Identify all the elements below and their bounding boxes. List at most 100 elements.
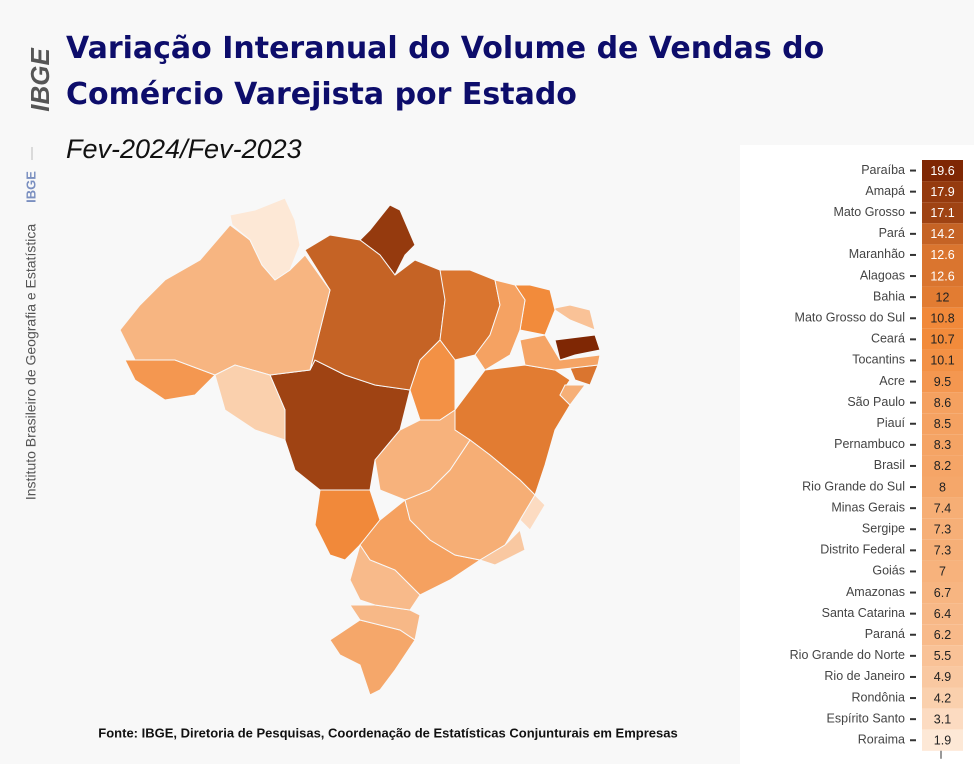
cell bbox=[922, 708, 963, 730]
state bbox=[519, 334, 601, 371]
row-label: Bahia bbox=[873, 289, 905, 303]
cell-value: 5.5 bbox=[934, 649, 951, 663]
state bbox=[554, 304, 596, 331]
cell bbox=[922, 645, 963, 667]
cell-value: 6.2 bbox=[934, 628, 951, 642]
row-label: Goiás bbox=[872, 564, 905, 578]
row-label: Rio de Janeiro bbox=[824, 669, 905, 683]
row-label: Minas Gerais bbox=[831, 500, 905, 514]
state bbox=[478, 529, 526, 566]
chart-title: Variação Interanual do Volume de Vendas … bbox=[66, 31, 825, 112]
row-label: Mato Grosso do Sul bbox=[795, 311, 905, 325]
cell-value: 8 bbox=[939, 480, 946, 494]
row-label: Pará bbox=[879, 226, 905, 240]
subtitle: Fev-2024/Fev-2023 bbox=[66, 134, 302, 164]
cell bbox=[922, 371, 963, 393]
cell-value: 7.4 bbox=[934, 501, 951, 515]
cell-value: 4.9 bbox=[934, 670, 951, 684]
cell-value: 8.6 bbox=[934, 396, 951, 410]
cell-value: 19.6 bbox=[930, 164, 954, 178]
institute-short: IBGE bbox=[23, 171, 38, 203]
row-label: Amazonas bbox=[846, 585, 905, 599]
state bbox=[559, 384, 586, 406]
row-label: Ceará bbox=[871, 332, 905, 346]
row-label: Santa Catarina bbox=[822, 606, 905, 620]
row-label: Alagoas bbox=[860, 268, 905, 282]
state bbox=[374, 409, 471, 501]
cell bbox=[922, 476, 963, 498]
cell-value: 8.2 bbox=[934, 459, 951, 473]
cell bbox=[922, 560, 963, 582]
cell-value: 10.7 bbox=[930, 333, 954, 347]
row-label: São Paulo bbox=[847, 395, 905, 409]
cell bbox=[922, 181, 963, 203]
state bbox=[474, 279, 526, 371]
row-label: Amapá bbox=[865, 184, 905, 198]
cell bbox=[922, 413, 963, 435]
row-label: Piauí bbox=[877, 416, 906, 430]
cell bbox=[922, 349, 963, 371]
state bbox=[314, 489, 381, 561]
cell-value: 7.3 bbox=[934, 523, 951, 537]
cell-value: 9.5 bbox=[934, 375, 951, 389]
cell bbox=[922, 603, 963, 625]
institute: Instituto Brasileiro de Geografia e Esta… bbox=[23, 224, 39, 500]
cell-value: 3.1 bbox=[934, 712, 951, 726]
row-label: Pernambuco bbox=[834, 437, 905, 451]
cell-value: 8.5 bbox=[934, 417, 951, 431]
value-table: Paraíba 19.6 Amapá 17.9 Mato Grosso 17.1 Pará 1… bbox=[790, 160, 963, 759]
cell bbox=[922, 160, 963, 182]
cell bbox=[922, 666, 963, 688]
cell-value: 12 bbox=[936, 290, 950, 304]
cell bbox=[922, 202, 963, 224]
cell-value: 14.2 bbox=[930, 227, 954, 241]
cell bbox=[922, 244, 963, 266]
row-label: Distrito Federal bbox=[820, 543, 905, 557]
cell-value: 4.2 bbox=[934, 691, 951, 705]
state bbox=[554, 334, 601, 361]
cell bbox=[922, 624, 963, 646]
cell bbox=[922, 497, 963, 519]
logo: IBGE bbox=[25, 48, 55, 112]
row-label: Rio Grande do Norte bbox=[790, 648, 905, 662]
state bbox=[229, 197, 301, 281]
cell bbox=[922, 265, 963, 287]
cell-value: 12.6 bbox=[930, 248, 954, 262]
row-label: Paraná bbox=[865, 627, 905, 641]
cell bbox=[922, 518, 963, 540]
cell-value: 7 bbox=[939, 565, 946, 579]
map bbox=[119, 197, 601, 696]
source: Fonte: IBGE, Diretoria de Pesquisas, Coo… bbox=[98, 725, 677, 740]
cell-value: 8.3 bbox=[934, 438, 951, 452]
cell-value: 10.1 bbox=[930, 354, 954, 368]
cell bbox=[922, 687, 963, 709]
cell-value: 6.7 bbox=[934, 586, 951, 600]
state bbox=[119, 224, 331, 376]
state bbox=[214, 364, 286, 441]
row-label: Tocantins bbox=[852, 353, 905, 367]
cell bbox=[922, 434, 963, 456]
row-label: Roraima bbox=[858, 733, 905, 747]
state bbox=[519, 494, 546, 531]
row-label: Mato Grosso bbox=[833, 205, 905, 219]
cell bbox=[922, 307, 963, 329]
cell-value: 10.8 bbox=[930, 312, 954, 326]
cell bbox=[922, 223, 963, 245]
cell-value: 1.9 bbox=[934, 734, 951, 748]
row-label: Rondônia bbox=[851, 690, 905, 704]
row-label: Paraíba bbox=[861, 163, 905, 177]
row-label: Sergipe bbox=[862, 522, 905, 536]
cell-value: 7.3 bbox=[934, 544, 951, 558]
cell bbox=[922, 328, 963, 350]
row-label: Maranhão bbox=[849, 247, 905, 261]
cell-value: 17.9 bbox=[930, 185, 954, 199]
row-label: Espírito Santo bbox=[826, 711, 905, 725]
cell bbox=[922, 582, 963, 604]
row-label: Rio Grande do Sul bbox=[802, 479, 905, 493]
title-box: Variação Interanual do Volume de Vendas … bbox=[66, 31, 825, 112]
cell bbox=[922, 539, 963, 561]
row-label: Brasil bbox=[874, 458, 905, 472]
cell-value: 17.1 bbox=[930, 206, 954, 220]
state bbox=[349, 543, 421, 611]
